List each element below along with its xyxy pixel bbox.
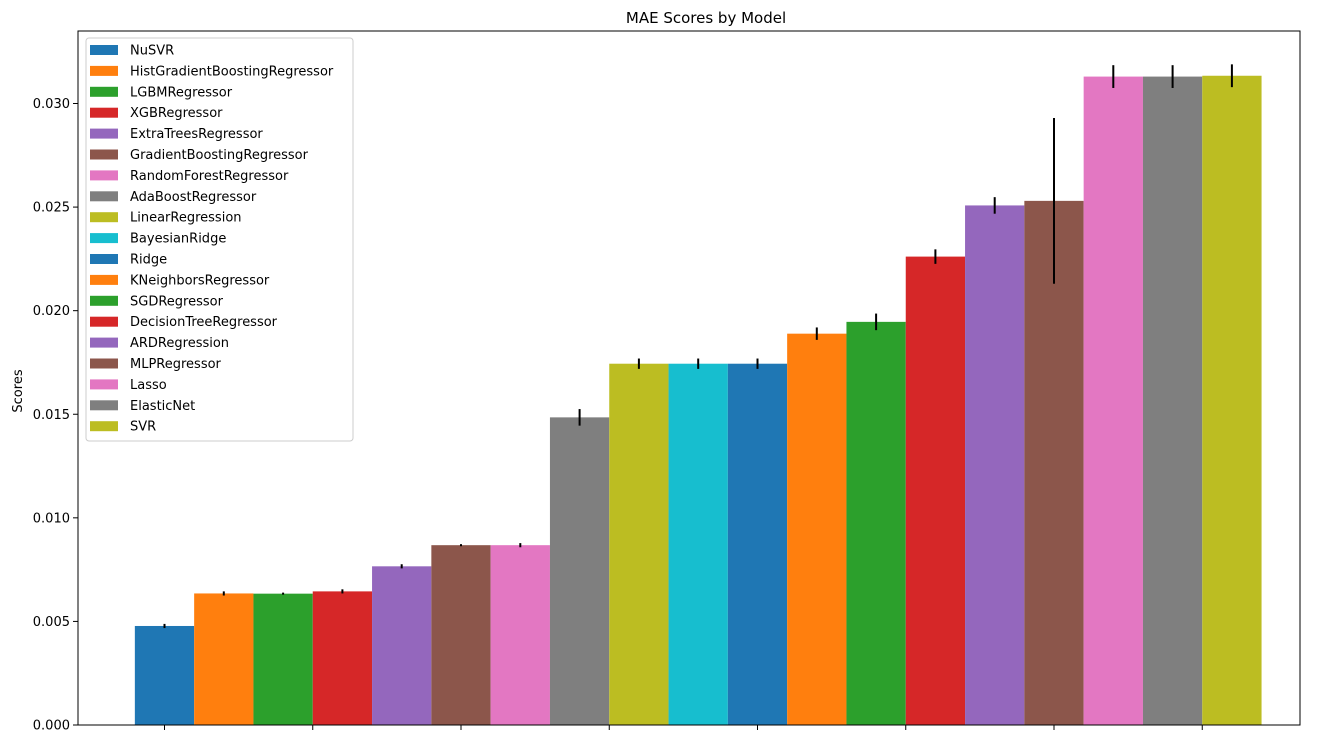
legend-swatch	[90, 191, 118, 202]
legend-label: ElasticNet	[130, 399, 195, 414]
bar	[549, 417, 610, 725]
bar	[194, 593, 254, 725]
legend-label: SVR	[130, 420, 156, 435]
legend-label: ARDRegression	[130, 336, 229, 351]
bar	[253, 593, 313, 725]
legend-label: AdaBoostRegressor	[130, 190, 257, 205]
error-bars-layer	[163, 64, 1233, 629]
legend-label: ExtraTreesRegressor	[130, 127, 263, 142]
legend-swatch	[90, 149, 118, 160]
bar	[372, 566, 432, 725]
bar	[846, 321, 906, 725]
legend-swatch	[90, 254, 118, 264]
legend-swatch	[90, 337, 118, 348]
y-tick-label: 0.030	[33, 97, 70, 112]
legend-swatch	[90, 233, 118, 244]
y-tick-label: 0.000	[33, 719, 70, 734]
bar	[312, 591, 373, 725]
legend-label: SGDRegressor	[130, 294, 224, 309]
legend-label: NuSVR	[130, 44, 174, 59]
legend-swatch	[90, 400, 118, 411]
y-axis: 0.000 0.005 0.010 0.015 0.020 0.025 0.030	[33, 97, 78, 734]
chart-title: MAE Scores by Model	[626, 9, 786, 27]
legend-label: GradientBoostingRegressor	[130, 148, 309, 163]
bar	[431, 545, 491, 725]
legend-swatch	[90, 358, 118, 369]
y-tick-label: 0.025	[33, 201, 70, 216]
legend-swatch	[90, 107, 118, 118]
legend-label: RandomForestRegressor	[130, 169, 289, 184]
legend-swatch	[90, 316, 118, 327]
legend-label: LGBMRegressor	[130, 85, 233, 100]
x-axis	[164, 725, 1203, 730]
bar	[668, 363, 728, 725]
legend-swatch	[90, 274, 118, 285]
y-tick-label: 0.010	[33, 511, 70, 526]
bar	[1083, 76, 1143, 725]
bar	[1142, 76, 1203, 725]
y-tick-label: 0.005	[33, 615, 70, 630]
plot-frame	[77, 30, 1301, 726]
bar	[134, 625, 195, 725]
bar	[1024, 200, 1084, 725]
legend-frame	[85, 37, 354, 442]
legend-swatch	[90, 421, 118, 432]
legend-label: XGBRegressor	[130, 106, 223, 121]
legend-label: BayesianRidge	[130, 232, 226, 247]
legend-swatch	[90, 86, 118, 97]
bar	[1202, 75, 1262, 725]
legend-swatch	[90, 212, 118, 223]
bars-layer	[134, 75, 1262, 725]
legend-swatch	[90, 65, 118, 76]
legend-label: Lasso	[130, 378, 167, 393]
y-tick-label: 0.015	[33, 408, 70, 423]
legend-swatch	[90, 379, 118, 390]
bar	[609, 363, 669, 725]
bar	[490, 545, 550, 725]
legend-swatch	[90, 45, 118, 55]
legend-label: DecisionTreeRegressor	[130, 315, 278, 330]
legend: NuSVR HistGradientBoostingRegressor LGBMRe…	[85, 37, 354, 442]
legend-swatch	[90, 170, 118, 181]
y-tick-label: 0.020	[33, 304, 70, 319]
bar	[965, 205, 1025, 725]
legend-label: Ridge	[130, 253, 167, 268]
legend-label: KNeighborsRegressor	[130, 273, 270, 288]
y-axis-label: Scores	[11, 369, 26, 412]
legend-label: LinearRegression	[130, 211, 242, 226]
bar	[727, 363, 788, 725]
legend-swatch	[90, 128, 118, 139]
bar	[787, 333, 847, 725]
legend-label: MLPRegressor	[130, 357, 222, 372]
legend-label: HistGradientBoostingRegressor	[130, 64, 334, 79]
legend-swatch	[90, 295, 118, 306]
bar	[905, 256, 966, 725]
